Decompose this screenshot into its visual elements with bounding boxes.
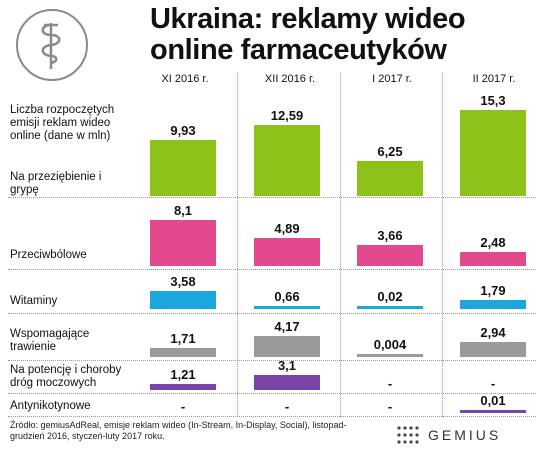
data-label: -: [387, 399, 393, 414]
data-label: 0,01: [480, 393, 506, 408]
column-separator: [237, 72, 238, 417]
column-header-xi-2016: XI 2016 r.: [161, 73, 209, 85]
data-label: 1,79: [480, 283, 506, 299]
row-separator: [8, 313, 536, 314]
logo-circle: [16, 9, 88, 81]
bar: [150, 140, 216, 196]
column-header-xii-2016: XII 2016 r.: [264, 73, 316, 85]
column-header-ii-2017: II 2017 r.: [472, 73, 516, 85]
bar: [357, 354, 423, 357]
row-label-vitamins: Witaminy: [10, 295, 58, 307]
column-header-i-2017: I 2017 r.: [372, 73, 412, 85]
data-label: 3,1: [277, 357, 297, 373]
data-label: 12,59: [270, 108, 304, 124]
data-label: 15,3: [480, 93, 506, 108]
row-label-digestion: Wspomagające trawienie: [10, 328, 90, 353]
bar: [150, 291, 216, 309]
data-label: 0,66: [274, 288, 300, 304]
column-separator: [442, 72, 443, 417]
gemius-brand: GEMIUS: [428, 427, 502, 443]
bar: [460, 251, 526, 266]
data-label: 4,17: [274, 319, 300, 335]
row-label-cold-flu: Na przeziębienie i grypę: [10, 171, 102, 196]
data-label: 0,004: [373, 337, 407, 352]
data-label: 3,58: [170, 274, 196, 290]
bar: [460, 410, 526, 413]
data-label: 1,21: [170, 366, 196, 382]
source-note: Źródło: gemiusAdReal, emisje reklam wide…: [10, 420, 347, 441]
data-label: 0,02: [377, 289, 403, 304]
bar: [357, 306, 423, 309]
bar: [460, 110, 526, 196]
data-label: 6,25: [377, 143, 403, 159]
data-label: -: [180, 399, 186, 414]
bar: [357, 245, 423, 266]
data-label: 3,66: [377, 228, 403, 244]
title-line-2: online farmaceutyków: [150, 34, 447, 66]
bar: [254, 336, 320, 357]
data-label: 1,71: [170, 331, 196, 347]
bar: [254, 238, 320, 266]
data-label: -: [284, 399, 290, 414]
data-label: -: [387, 376, 393, 391]
row-label-antinicotine: Antynikotynowe: [10, 400, 91, 412]
total-label: Liczba rozpoczętych emisji reklam wideo …: [10, 104, 115, 142]
data-label: 8,1: [173, 202, 193, 218]
row-separator: [8, 197, 536, 198]
row-label-painkillers: Przeciwbólowe: [10, 249, 87, 261]
data-label: 9,93: [170, 123, 196, 139]
data-label: 2,48: [480, 234, 506, 250]
bar: [460, 342, 526, 357]
row-separator: [8, 416, 536, 417]
page-title: Ukraina: reklamy wideo online farmaceuty…: [150, 3, 466, 66]
bar: [150, 219, 216, 266]
bar: [150, 383, 216, 390]
row-label-potency: Na potencję i choroby dróg moczowych: [10, 364, 122, 389]
data-label: 4,89: [274, 221, 300, 237]
gemius-logo-icon: [397, 426, 419, 444]
bar: [254, 374, 320, 390]
bar: [357, 160, 423, 196]
bar: [460, 300, 526, 309]
row-separator: [8, 393, 536, 394]
row-separator: [8, 360, 536, 361]
caduceus-icon: [41, 23, 61, 69]
bar: [254, 305, 320, 309]
row-separator: [8, 269, 536, 270]
title-line-1: Ukraina: reklamy wideo: [150, 3, 466, 35]
data-label: 2,94: [480, 325, 506, 341]
column-separator: [340, 72, 341, 417]
bar: [150, 348, 216, 357]
bar: [254, 125, 320, 196]
data-label: -: [490, 376, 496, 391]
